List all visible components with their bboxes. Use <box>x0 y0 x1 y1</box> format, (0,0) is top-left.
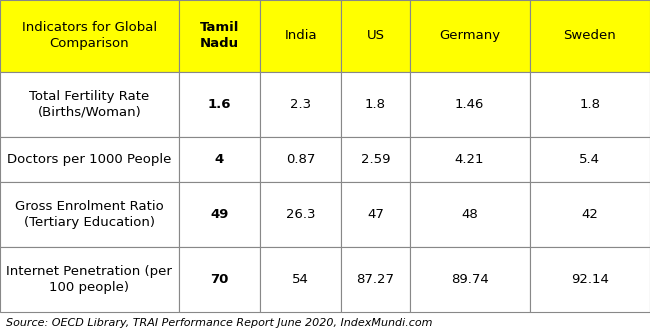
Text: 0.87: 0.87 <box>286 153 315 166</box>
Bar <box>0 137 179 182</box>
Bar <box>530 182 650 247</box>
Text: 4: 4 <box>214 153 224 166</box>
Text: 87.27: 87.27 <box>356 273 395 286</box>
Bar <box>0 247 179 312</box>
Text: Doctors per 1000 People: Doctors per 1000 People <box>7 153 172 166</box>
Text: 1.8: 1.8 <box>365 98 386 111</box>
Text: 4.21: 4.21 <box>455 153 484 166</box>
Bar <box>410 182 530 247</box>
Bar <box>260 0 341 72</box>
Bar <box>260 182 341 247</box>
Bar <box>179 247 260 312</box>
Text: India: India <box>284 29 317 42</box>
Text: Total Fertility Rate
(Births/Woman): Total Fertility Rate (Births/Woman) <box>29 90 150 119</box>
Text: 5.4: 5.4 <box>579 153 601 166</box>
Text: 70: 70 <box>210 273 229 286</box>
Text: Gross Enrolment Ratio
(Tertiary Education): Gross Enrolment Ratio (Tertiary Educatio… <box>15 200 164 229</box>
Text: Sweden: Sweden <box>564 29 616 42</box>
Bar <box>341 182 410 247</box>
Text: 26.3: 26.3 <box>286 208 315 221</box>
Text: 47: 47 <box>367 208 383 221</box>
Text: 48: 48 <box>462 208 478 221</box>
Bar <box>530 0 650 72</box>
Text: 1.6: 1.6 <box>207 98 231 111</box>
Text: Internet Penetration (per
100 people): Internet Penetration (per 100 people) <box>6 265 172 294</box>
Text: Tamil
Nadu: Tamil Nadu <box>200 21 239 50</box>
Bar <box>341 0 410 72</box>
Bar <box>260 247 341 312</box>
Bar <box>179 182 260 247</box>
Bar <box>0 182 179 247</box>
Text: 92.14: 92.14 <box>571 273 609 286</box>
Text: 2.59: 2.59 <box>361 153 390 166</box>
Bar <box>179 0 260 72</box>
Bar <box>0 0 179 72</box>
Bar <box>260 72 341 137</box>
Text: Indicators for Global
Comparison: Indicators for Global Comparison <box>22 21 157 50</box>
Text: 2.3: 2.3 <box>290 98 311 111</box>
Text: 54: 54 <box>292 273 309 286</box>
Bar <box>341 247 410 312</box>
Text: Germany: Germany <box>439 29 501 42</box>
Text: 89.74: 89.74 <box>450 273 489 286</box>
Bar <box>341 72 410 137</box>
Bar <box>530 137 650 182</box>
Bar <box>410 247 530 312</box>
Bar <box>179 137 260 182</box>
Bar <box>341 137 410 182</box>
Bar <box>410 72 530 137</box>
Bar <box>0 72 179 137</box>
Text: 49: 49 <box>210 208 229 221</box>
Text: 1.46: 1.46 <box>455 98 484 111</box>
Text: 1.8: 1.8 <box>579 98 601 111</box>
Bar <box>260 137 341 182</box>
Text: US: US <box>367 29 384 42</box>
Text: Source: OECD Library, TRAI Performance Report June 2020, IndexMundi.com: Source: OECD Library, TRAI Performance R… <box>6 318 433 328</box>
Bar <box>179 72 260 137</box>
Text: 42: 42 <box>582 208 598 221</box>
Bar <box>530 247 650 312</box>
Bar <box>530 72 650 137</box>
Bar <box>410 0 530 72</box>
Bar <box>410 137 530 182</box>
